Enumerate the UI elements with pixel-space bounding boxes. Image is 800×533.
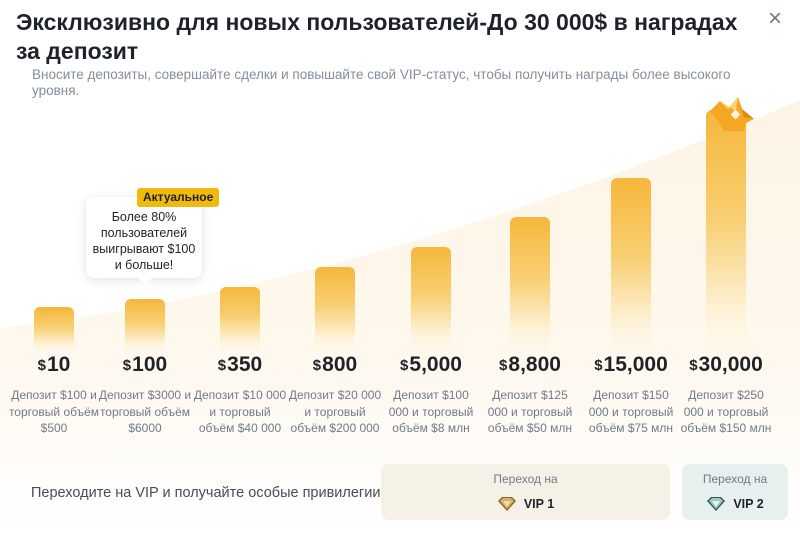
tier-description: Депозит $20 000 и торговый объём $200 00…: [288, 388, 382, 435]
tier-amount: $15,000: [594, 353, 668, 376]
page-title: Эксклюзивно для новых пользователей-До 3…: [16, 9, 738, 64]
upgrade-vip2-button[interactable]: Переход на VIP 2: [682, 464, 788, 520]
tier-description: Депозит $150 000 и торговый объём $75 мл…: [588, 388, 674, 435]
vip-promo-text: Переходите на VIP и получайте особые при…: [31, 485, 381, 501]
tier-amount: $5,000: [400, 353, 462, 376]
tier-amount: $30,000: [689, 353, 763, 376]
reward-bar-5000: [411, 247, 451, 352]
tier-amount: $800: [312, 353, 358, 376]
close-icon[interactable]: ×: [767, 5, 782, 32]
tooltip-bubble: Более 80% пользователей выигрывают $100 …: [86, 197, 202, 285]
tier-amount: $100: [122, 353, 168, 376]
tier-description: Депозит $3000 и торговый объём $6000: [98, 388, 192, 435]
vip1-label: Переход на: [493, 472, 558, 486]
tier-description: Депозит $10 000 и торговый объём $40 000: [193, 388, 287, 435]
vip1-name: VIP 1: [523, 497, 555, 511]
reward-bar-8800: [510, 217, 550, 352]
reward-bar-30000: [706, 110, 746, 352]
reward-bar-350: [220, 287, 260, 352]
tier-description: Депозит $100 000 и торговый объём $8 млн: [388, 388, 474, 435]
current-badge: Актуальное: [137, 188, 220, 207]
vip1-diamond-icon: [497, 497, 516, 511]
reward-bar-10: [34, 307, 74, 352]
reward-bar-100: [125, 299, 165, 352]
upgrade-vip1-button[interactable]: Переход на VIP 1: [381, 464, 670, 520]
tier-amount: $10: [37, 353, 71, 376]
tier-amount: $350: [217, 353, 263, 376]
reward-bar-800: [315, 267, 355, 352]
vip2-name: VIP 2: [733, 497, 764, 511]
tooltip-text: Более 80% пользователей выигрывают $100 …: [92, 210, 196, 272]
crown-icon: [710, 97, 754, 131]
vip2-diamond-icon: [707, 497, 726, 511]
tier-amount: $8,800: [499, 353, 561, 376]
vip2-label: Переход на: [702, 472, 768, 486]
tier-description: Депозит $125 000 и торговый объём $50 мл…: [487, 388, 573, 435]
tier-description: Депозит $250 000 и торговый объём $150 м…: [680, 388, 772, 435]
reward-bar-15000: [611, 178, 651, 352]
tier-description: Депозит $100 и торговый объём $500: [8, 388, 100, 435]
page-subtitle: Вносите депозиты, совершайте сделки и по…: [32, 67, 731, 98]
